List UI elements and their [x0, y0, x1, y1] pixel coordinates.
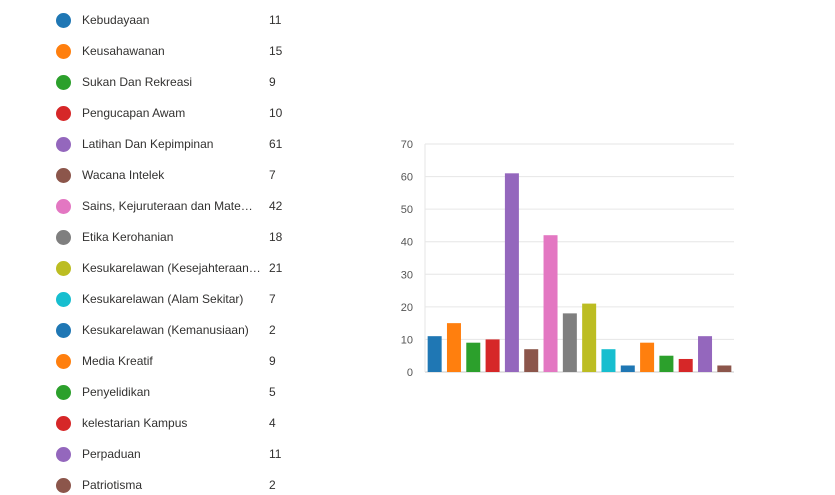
legend-item: Kesukarelawan (Kesejahteraan K... 21 — [0, 258, 300, 278]
legend-item: Wacana Intelek 7 — [0, 165, 300, 185]
legend-label: Kesukarelawan (Alam Sekitar) — [82, 292, 244, 306]
y-tick-label: 10 — [401, 334, 413, 346]
y-tick-label: 0 — [407, 367, 413, 379]
legend-count: 42 — [269, 199, 283, 213]
bar[interactable] — [485, 339, 500, 372]
legend-color-dot — [56, 168, 71, 183]
legend-label: Perpaduan — [82, 447, 141, 461]
legend-color-dot — [56, 478, 71, 493]
legend-item: Sains, Kejuruteraan dan Matema... 42 — [0, 196, 300, 216]
legend-count: 11 — [269, 447, 282, 461]
legend-item: Perpaduan 11 — [0, 444, 300, 464]
legend-count: 2 — [269, 478, 276, 492]
legend-color-dot — [56, 13, 71, 28]
legend-count: 4 — [269, 416, 276, 430]
bar[interactable] — [466, 342, 481, 372]
legend-label: Kesukarelawan (Kemanusiaan) — [82, 323, 249, 337]
legend-color-dot — [56, 323, 71, 338]
legend-count: 2 — [269, 323, 276, 337]
legend-label: Media Kreatif — [82, 354, 153, 368]
legend-color-dot — [56, 416, 71, 431]
legend-count: 10 — [269, 106, 283, 120]
legend-item: Sukan Dan Rekreasi 9 — [0, 72, 300, 92]
legend-count: 15 — [269, 44, 283, 58]
legend-label: Kesukarelawan (Kesejahteraan K... — [82, 261, 262, 275]
legend-label: Kebudayaan — [82, 13, 150, 27]
legend-count: 18 — [269, 230, 283, 244]
legend-color-dot — [56, 137, 71, 152]
legend-color-dot — [56, 230, 71, 245]
legend-count: 11 — [269, 13, 282, 27]
y-tick-label: 40 — [401, 237, 413, 249]
legend-item: Keusahawanan 15 — [0, 41, 300, 61]
legend-color-dot — [56, 447, 71, 462]
legend-count: 21 — [269, 261, 283, 275]
bar[interactable] — [582, 303, 597, 372]
legend-item: Patriotisma 2 — [0, 475, 300, 495]
legend-label: kelestarian Kampus — [82, 416, 188, 430]
bar[interactable] — [678, 358, 693, 372]
bar[interactable] — [601, 349, 616, 372]
y-tick-label: 60 — [401, 172, 413, 184]
legend-label: Patriotisma — [82, 478, 143, 492]
bar[interactable] — [543, 235, 558, 372]
legend-count: 7 — [269, 292, 276, 306]
legend-label: Sains, Kejuruteraan dan Matema... — [82, 199, 262, 213]
legend-label: Penyelidikan — [82, 385, 151, 399]
y-tick-label: 30 — [401, 269, 413, 281]
bar[interactable] — [524, 349, 539, 372]
y-tick-label: 50 — [401, 204, 413, 216]
legend-color-dot — [56, 354, 71, 369]
legend-item: Kebudayaan 11 — [0, 10, 300, 30]
legend-item: Kesukarelawan (Alam Sekitar) 7 — [0, 289, 300, 309]
legend-color-dot — [56, 75, 71, 90]
y-tick-label: 70 — [401, 139, 413, 151]
legend-color-dot — [56, 199, 71, 214]
legend-label: Wacana Intelek — [82, 168, 165, 182]
y-tick-label: 20 — [401, 302, 413, 314]
legend-item: Latihan Dan Kepimpinan 61 — [0, 134, 300, 154]
bar[interactable] — [562, 313, 577, 372]
legend-item: Pengucapan Awam 10 — [0, 103, 300, 123]
legend-label: Keusahawanan — [82, 44, 165, 58]
legend-count: 61 — [269, 137, 283, 151]
chart-legend: Kebudayaan 11 Keusahawanan 15 Sukan Dan Rekr… — [0, 0, 300, 494]
legend-item: Media Kreatif 9 — [0, 351, 300, 371]
legend-item: Etika Kerohanian 18 — [0, 227, 300, 247]
bar[interactable] — [659, 355, 674, 372]
bar[interactable] — [504, 173, 519, 372]
legend-color-dot — [56, 44, 71, 59]
bar[interactable] — [620, 365, 635, 372]
legend-label: Pengucapan Awam — [82, 106, 186, 120]
legend-color-dot — [56, 292, 71, 307]
bar-chart-svg: 0 10 20 30 40 50 60 70 — [401, 139, 734, 379]
legend-count: 7 — [269, 168, 276, 182]
legend-label: Etika Kerohanian — [82, 230, 174, 244]
bar[interactable] — [640, 342, 655, 372]
legend-color-dot — [56, 385, 71, 400]
bar-chart: 0 10 20 30 40 50 60 70 — [390, 130, 750, 390]
bar[interactable] — [427, 336, 442, 372]
legend-item: Penyelidikan 5 — [0, 382, 300, 402]
legend-count: 9 — [269, 75, 276, 89]
legend-label: Latihan Dan Kepimpinan — [82, 137, 214, 151]
legend-color-dot — [56, 261, 71, 276]
legend-item: Kesukarelawan (Kemanusiaan) 2 — [0, 320, 300, 340]
legend-count: 9 — [269, 354, 276, 368]
legend-color-dot — [56, 106, 71, 121]
legend-count: 5 — [269, 385, 276, 399]
bar[interactable] — [698, 336, 713, 372]
legend-label: Sukan Dan Rekreasi — [82, 75, 193, 89]
bar[interactable] — [717, 365, 732, 372]
bar[interactable] — [446, 323, 461, 372]
legend-item: kelestarian Kampus 4 — [0, 413, 300, 433]
